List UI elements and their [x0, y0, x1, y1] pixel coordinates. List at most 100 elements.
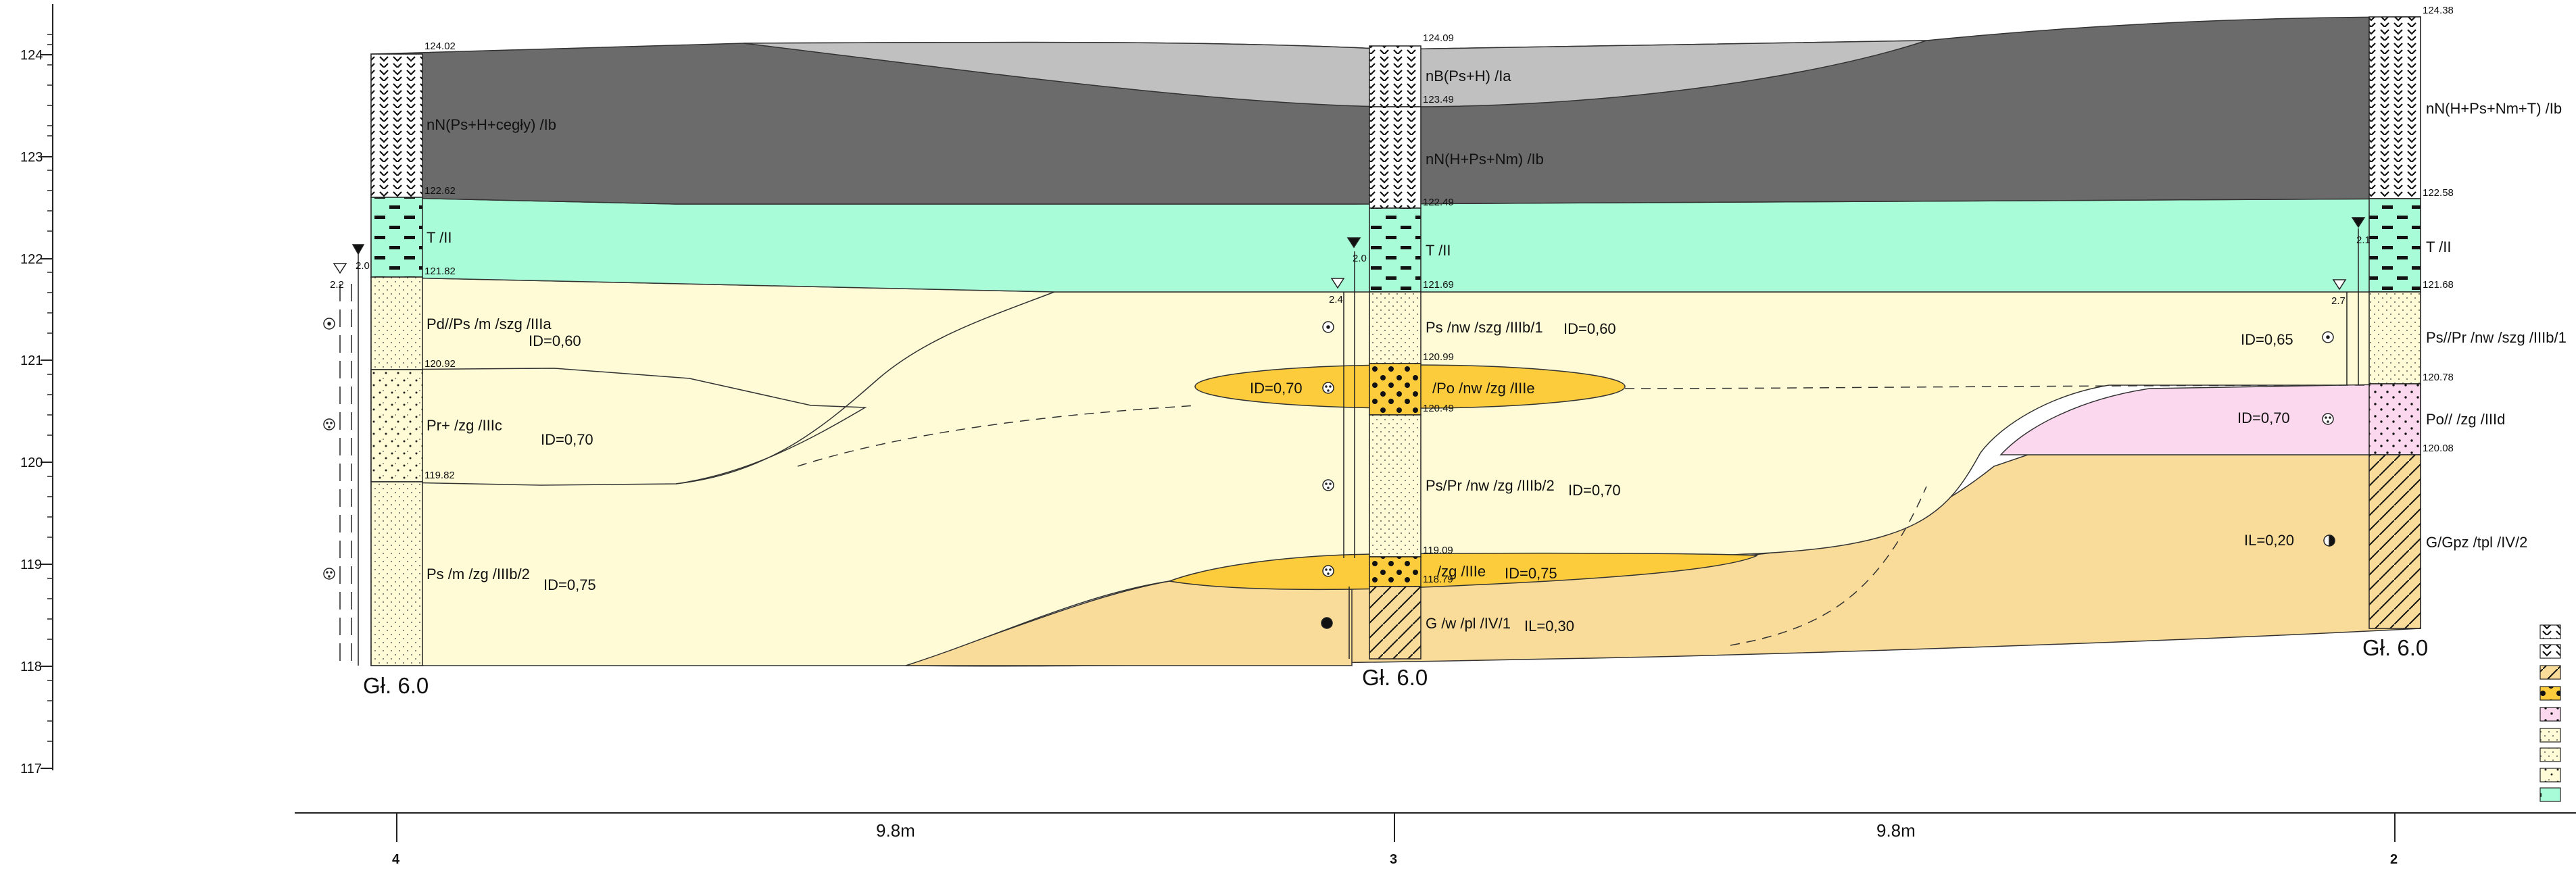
elevation-label: 124.09	[1423, 32, 1454, 44]
legend	[2539, 624, 2561, 802]
elevation-label: 122.58	[2423, 187, 2454, 199]
index-label: ID=0,60	[1563, 320, 1616, 337]
water-set-label: 2.0	[356, 260, 370, 272]
elevation-label: 119.09	[1423, 545, 1453, 556]
elevation-label: 120.99	[1423, 351, 1454, 363]
elevation-label: 122.62	[424, 185, 456, 197]
elevation-label: 119.82	[424, 470, 455, 481]
state-symbols	[323, 318, 2335, 629]
dense-icon	[1322, 321, 1334, 333]
legend-swatch	[2539, 768, 2561, 783]
layer-label: nN(H+Ps+Nm+T) /Ib	[2426, 100, 2562, 117]
index-label: IL=0,20	[2244, 532, 2294, 549]
layer-label: Po// /zg /IIId	[2426, 411, 2505, 428]
borehole-3-column	[1369, 45, 1421, 660]
borehole-4-column	[370, 53, 423, 666]
axis-tick-label: 118	[20, 660, 42, 674]
distance-scale: 9.8m 9.8m 4 3 2	[295, 812, 2576, 867]
elevation-label: 120.49	[1423, 403, 1454, 414]
axis-tick-label: 122	[20, 252, 43, 267]
axis-tick-label: 123	[20, 150, 43, 165]
borehole-number: 2	[2390, 852, 2398, 867]
layer-labels: nN(Ps+H+cegły) /Ib nB(Ps+H) /Ia nN(H+Ps+…	[427, 68, 2567, 632]
layer-label: Ps//Pr /nw /szg /IIIb/1	[2426, 329, 2567, 346]
layer-label: Ps/Pr /nw /zg /IIIb/2	[1426, 477, 1555, 494]
borehole-depth-label: Gł. 6.0	[363, 673, 429, 698]
index-label: ID=0,70	[541, 431, 593, 448]
elevation-label: 120.78	[2423, 372, 2454, 383]
layer-label: Pr+ /zg /IIIc	[427, 417, 502, 434]
elevation-label: 120.08	[2423, 443, 2454, 454]
loose-icon	[1322, 479, 1334, 491]
index-label: ID=0,70	[1250, 380, 1303, 397]
elevation-labels: 124.02 122.62 121.82 120.92 119.82 124.0…	[424, 5, 2454, 585]
half-plastic-icon	[2323, 535, 2335, 547]
dense-icon	[2322, 331, 2334, 343]
borehole-2-column	[2368, 16, 2421, 629]
index-label: ID=0,60	[529, 332, 581, 349]
axis-tick-label: 121	[20, 353, 43, 368]
axis-tick-label: 120	[20, 455, 43, 470]
layer-label: T /II	[2426, 239, 2452, 255]
water-markers	[333, 217, 2366, 666]
boundary-lines	[675, 291, 2421, 646]
water-initial-label: 2.2	[330, 279, 344, 291]
lens-zg	[1167, 552, 1758, 591]
elevation-label: 121.69	[1423, 279, 1454, 291]
layer-fill-light	[743, 40, 1927, 107]
water-set-label: 2.1	[2356, 234, 2371, 246]
layer-label: Pd//Ps /m /szg /IIIa	[427, 316, 552, 332]
layer-label: nN(H+Ps+Nm) /Ib	[1426, 151, 1544, 168]
elevation-label: 121.68	[2423, 279, 2454, 291]
water-set-label: 2.0	[1353, 253, 1367, 264]
elevation-label: 124.38	[2423, 5, 2454, 16]
depth-labels: Gł. 6.0 Gł. 6.0 Gł. 6.0	[363, 635, 2428, 698]
legend-swatch	[2539, 665, 2561, 680]
loose-icon	[323, 568, 335, 580]
index-label: ID=0,75	[1505, 565, 1557, 582]
elevation-axis: 124 123 122 121 120 119 118 117	[20, 4, 53, 776]
layer-label: /zg /IIIe	[1437, 563, 1486, 580]
layer-label: Ps /nw /szg /IIIb/1	[1426, 319, 1543, 336]
axis-minor-ticks	[47, 34, 53, 742]
layer-label: nB(Ps+H) /Ia	[1426, 68, 1511, 84]
borehole-depth-label: Gł. 6.0	[2362, 635, 2428, 660]
layer-label: /Po /nw /zg /IIIe	[1432, 380, 1535, 397]
elevation-label: 120.92	[424, 358, 456, 370]
axis-tick-label: 124	[20, 48, 43, 63]
elevation-label: 118.79	[1423, 574, 1453, 585]
water-initial-label: 2.4	[1329, 294, 1343, 305]
index-label: IL=0,30	[1524, 618, 1574, 635]
layer-label: T /II	[427, 229, 452, 246]
index-labels: ID=0,60 ID=0,70 ID=0,75 ID=0,60 ID=0,70 …	[529, 320, 2294, 635]
distance-label: 9.8m	[1876, 820, 1916, 841]
dense-icon	[323, 318, 335, 330]
layer-label: G/Gpz /tpl /IV/2	[2426, 534, 2527, 551]
plastic-icon	[1321, 617, 1333, 629]
axis-major-ticks	[41, 54, 53, 769]
index-label: ID=0,75	[543, 576, 596, 593]
water-initial-label: 2.7	[2331, 295, 2346, 307]
legend-swatch	[2539, 728, 2561, 743]
elevation-label: 122.49	[1423, 197, 1454, 208]
layer-label: nN(Ps+H+cegły) /Ib	[427, 116, 556, 133]
layer-label: G /w /pl /IV/1	[1426, 615, 1511, 632]
legend-swatch	[2539, 747, 2561, 762]
distance-label: 9.8m	[876, 820, 915, 841]
legend-swatch	[2539, 644, 2561, 659]
loose-icon	[1322, 565, 1334, 577]
elevation-label: 123.49	[1423, 94, 1454, 105]
elevation-label: 121.82	[424, 266, 456, 277]
index-label: ID=0,70	[1568, 482, 1621, 499]
loose-icon	[2322, 413, 2334, 425]
loose-icon	[323, 418, 335, 430]
legend-swatch	[2539, 707, 2561, 722]
index-label: ID=0,70	[2237, 409, 2290, 426]
layer-po-pink	[1999, 383, 2421, 455]
loose-icon	[1322, 382, 1334, 394]
borehole-depth-label: Gł. 6.0	[1362, 665, 1428, 690]
axis-tick-label: 119	[20, 557, 42, 572]
water-labels: 2.0 2.2 2.0 2.4 2.1 2.7	[330, 234, 2371, 307]
borehole-number: 4	[392, 852, 400, 867]
